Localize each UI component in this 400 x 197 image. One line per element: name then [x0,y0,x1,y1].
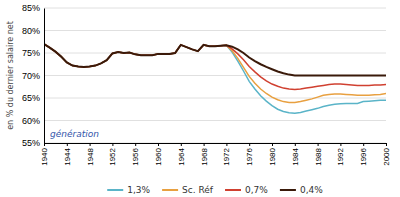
y-tick-label: 80% [22,26,40,36]
x-tick: 1952 [108,143,117,166]
x-tick-label: 2000 [382,147,391,165]
grid-line [44,8,386,9]
y-axis-title: en % du dernier salaire net [6,21,15,130]
y-tick-label: 75% [22,48,40,58]
x-tick-label: 1952 [108,147,117,165]
y-tick: 70% [22,71,44,81]
x-tick-label: 1988 [314,147,323,165]
x-axis: 1940 1944 1948 1952 1956 1960 1964 1968 1972 1976… [40,143,391,166]
series-line [44,44,386,89]
legend-item: 1,3% [107,185,150,195]
x-tick-label: 1956 [131,147,140,165]
x-tick-label: 1976 [245,147,254,165]
legend-item: 0,7% [225,185,268,195]
y-tick-label: 65% [22,93,40,103]
x-tick-label: 1960 [154,147,163,165]
x-tick-mark [386,143,387,146]
y-tick: 65% [22,93,44,103]
y-tick-label: 55% [22,138,40,148]
x-tick-mark [295,143,296,146]
x-tick-mark [181,143,182,146]
x-axis-title: génération [50,129,99,139]
legend-item: Sc. Réf [162,185,214,195]
y-axis: 55% 60% 65% 70% 75% 80% 85% [22,3,45,148]
x-tick-mark [318,143,319,146]
y-tick: 75% [22,48,44,58]
x-tick-mark [204,143,205,146]
legend: 1,3% Sc. Réf 0,7% 0,4% [107,185,323,195]
x-tick-mark [135,143,136,146]
y-tick: 85% [22,3,44,13]
y-tick-label: 85% [22,3,40,13]
x-tick-mark [363,143,364,146]
series-line [44,44,386,76]
legend-swatch [225,189,241,191]
grid-line [44,98,386,99]
x-tick: 1960 [154,143,163,166]
x-tick-label: 1964 [177,147,186,165]
y-tick-label: 60% [22,116,40,126]
x-tick: 1988 [314,143,323,166]
series-line [44,44,386,113]
x-tick-label: 1972 [222,147,231,165]
y-axis-line [44,9,45,144]
x-tick-mark [226,143,227,146]
legend-item: 0,4% [280,185,323,195]
x-tick-label: 1968 [200,147,209,165]
x-tick: 1996 [359,143,368,166]
legend-label: Sc. Réf [182,185,214,195]
x-tick: 1956 [131,143,140,166]
x-tick-mark [90,143,91,146]
grid [44,8,386,143]
series-line [44,44,386,103]
legend-label: 1,3% [127,185,150,195]
chart-svg: 55% 60% 65% 70% 75% 80% 85% 1940 1944 1948 1952 195… [0,0,400,197]
plot-area [44,44,386,113]
x-tick-label: 1980 [268,147,277,165]
y-tick: 55% [22,138,44,148]
x-tick: 1944 [63,143,72,166]
x-tick: 1980 [268,143,277,166]
x-tick-mark [272,143,273,146]
y-tick: 80% [22,26,44,36]
x-tick-label: 1948 [86,147,95,165]
x-tick: 1948 [86,143,95,166]
legend-label: 0,4% [300,185,323,195]
x-tick-label: 1984 [291,147,300,165]
legend-label: 0,7% [245,185,268,195]
x-tick: 1940 [40,143,49,166]
x-tick: 2000 [382,143,391,166]
x-tick-mark [249,143,250,146]
y-tick-label: 70% [22,71,40,81]
x-tick-mark [67,143,68,146]
x-tick-label: 1996 [359,147,368,165]
x-tick: 1968 [200,143,209,166]
x-tick: 1964 [177,143,186,166]
y-tick: 60% [22,116,44,126]
x-tick-mark [340,143,341,146]
x-axis-line [45,144,387,147]
legend-swatch [107,189,123,191]
grid-line [44,120,386,121]
legend-swatch [280,189,296,191]
x-tick-label: 1992 [336,147,345,165]
x-tick-label: 1944 [63,147,72,165]
x-tick-mark [44,143,45,146]
x-tick: 1976 [245,143,254,166]
x-tick-mark [158,143,159,146]
x-tick: 1992 [336,143,345,166]
x-tick-mark [112,143,113,146]
legend-swatch [162,189,178,191]
chart-container: 55% 60% 65% 70% 75% 80% 85% 1940 1944 1948 1952 195… [0,0,400,197]
x-tick: 1972 [222,143,231,166]
grid-line [44,53,386,54]
grid-line [44,30,386,31]
x-tick-label: 1940 [40,147,49,165]
x-tick: 1984 [291,143,300,166]
